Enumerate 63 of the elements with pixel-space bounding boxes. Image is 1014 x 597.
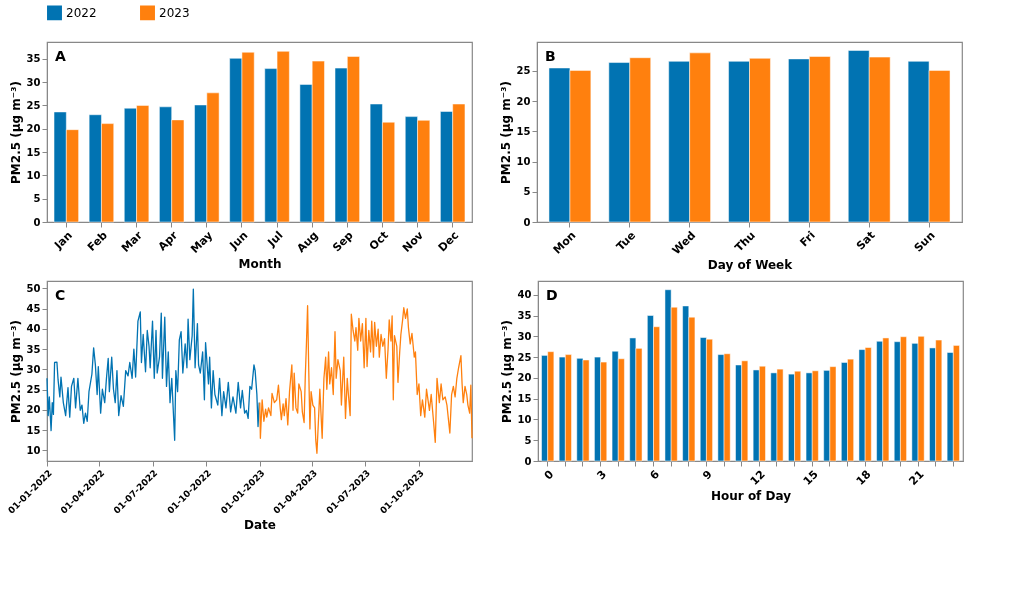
line-series <box>46 288 260 441</box>
y-tick-label: 15 <box>517 393 532 405</box>
x-tick-label: 15 <box>800 467 821 488</box>
y-axis-title: PM2.5 (μg m⁻³) <box>499 320 514 423</box>
y-tick-label: 5 <box>33 193 41 205</box>
y-tick-label: 15 <box>516 125 531 137</box>
y-tick-label: 30 <box>517 330 532 342</box>
x-tick-label: Oct <box>366 228 391 253</box>
y-tick-label: 10 <box>517 413 532 425</box>
x-axis-title: Day of Week <box>707 258 794 273</box>
x-tick-label: 0 <box>541 467 557 483</box>
x-tick-label: Feb <box>84 228 111 254</box>
y-axis-title: PM2.5 (μg m⁻³) <box>498 81 513 184</box>
x-tick-label: Thu <box>732 228 758 255</box>
y-tick-label: 10 <box>516 156 531 168</box>
x-tick-label: 9 <box>700 467 715 483</box>
x-tick-label: 3 <box>594 467 610 483</box>
y-tick-label: 25 <box>26 99 41 111</box>
y-tick-label: 25 <box>517 351 532 363</box>
x-axis-title: Hour of Day <box>710 489 792 504</box>
x-axis-title: Date <box>244 517 276 532</box>
y-tick-label: 35 <box>26 343 41 355</box>
y-tick-label: 5 <box>524 434 532 446</box>
y-tick-label: 25 <box>26 384 41 396</box>
x-axis-title: Month <box>238 257 282 272</box>
y-tick-label: 40 <box>517 289 532 301</box>
y-tick-label: 15 <box>26 146 41 158</box>
y-tick-label: 20 <box>26 404 41 416</box>
x-tick-label: Sat <box>853 228 878 253</box>
x-tick-label: 18 <box>853 467 874 488</box>
y-tick-label: 30 <box>26 363 41 375</box>
y-tick-label: 35 <box>26 53 41 65</box>
y-tick-label: 30 <box>26 76 41 88</box>
line-series <box>259 305 473 454</box>
y-tick-label: 50 <box>26 282 41 294</box>
y-tick-label: 10 <box>26 444 41 456</box>
x-tick-label: 21 <box>906 467 927 488</box>
legend-label: 2022 <box>66 5 97 20</box>
y-tick-label: 20 <box>516 95 531 107</box>
x-tick-label: Tue <box>613 228 639 254</box>
x-tick-label: Fri <box>797 228 818 250</box>
annotation: D <box>546 287 558 303</box>
annotation: A <box>55 48 66 64</box>
annotation: C <box>55 287 66 303</box>
y-tick-label: 40 <box>26 323 41 335</box>
y-axis-title: PM2.5 (μg m⁻³) <box>8 81 23 184</box>
y-tick-label: 45 <box>26 303 41 315</box>
x-tick-label: 12 <box>747 467 768 488</box>
y-tick-label: 5 <box>523 186 531 198</box>
x-tick-label: Sep <box>330 228 356 255</box>
y-tick-label: 20 <box>26 123 41 135</box>
y-tick-label: 0 <box>524 455 532 467</box>
x-tick-label: 6 <box>647 467 663 483</box>
y-tick-label: 35 <box>517 310 532 321</box>
y-axis-title: PM2.5 (μg m⁻³) <box>8 320 23 423</box>
legend-label: 2023 <box>159 5 190 20</box>
y-tick-label: 20 <box>517 372 532 384</box>
y-tick-label: 0 <box>523 216 531 228</box>
y-tick-label: 10 <box>26 169 41 181</box>
y-tick-label: 15 <box>26 424 41 436</box>
y-tick-label: 0 <box>33 216 41 228</box>
y-tick-label: 25 <box>516 65 531 77</box>
annotation: B <box>545 48 556 64</box>
